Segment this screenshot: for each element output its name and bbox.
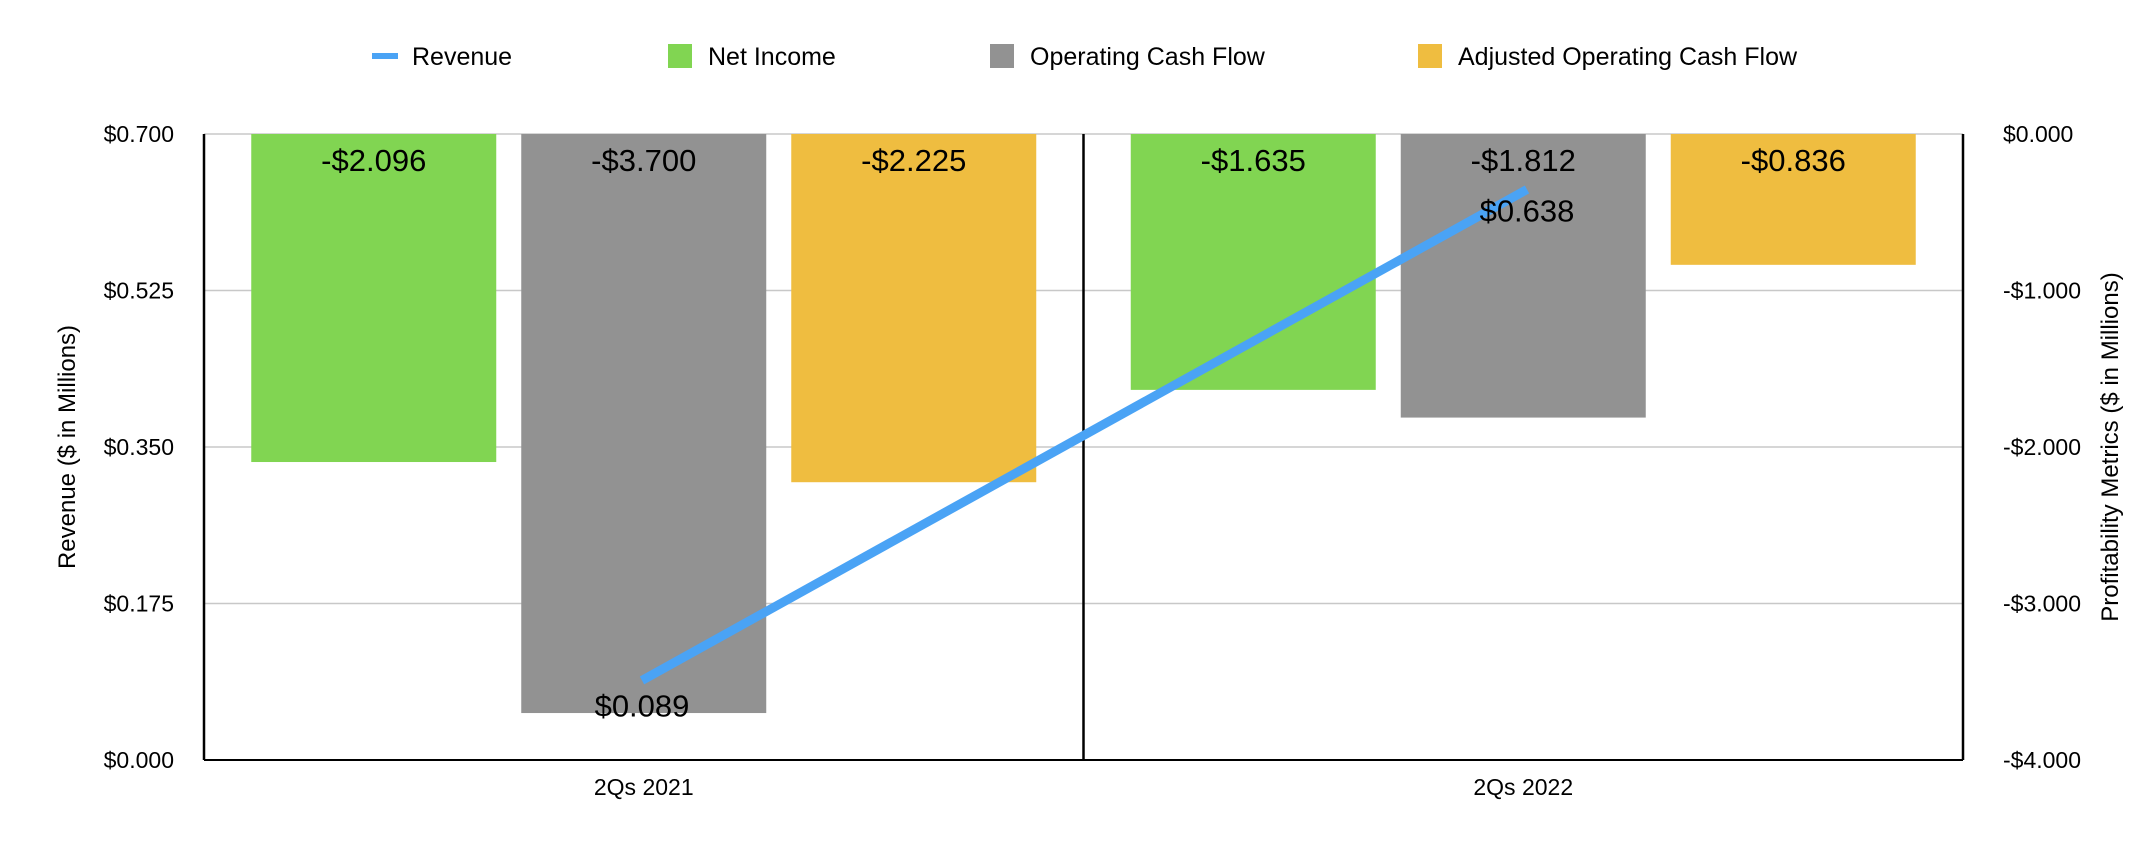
revenue-line-segment <box>639 185 1530 685</box>
bar-net-income <box>251 134 497 463</box>
x-tick-label: 2Qs 2022 <box>1473 774 1573 800</box>
bar-label-adjusted-operating-cash-flow: -$2.225 <box>861 143 966 178</box>
data-labels: -$2.096 -$3.700 -$2.225 -$1.635 -$1.812 -$0.8… <box>321 143 1846 723</box>
left-tick-label: $0.525 <box>104 278 174 304</box>
right-tick-label: -$1.000 <box>2003 278 2081 304</box>
revenue-line <box>639 185 1530 685</box>
tick-labels: $0.000 $0.175 $0.350 $0.525 $0.700 -$4.000 -$3… <box>104 121 2081 800</box>
left-tick-label: $0.350 <box>104 434 174 460</box>
legend-label-operating-cash-flow: Operating Cash Flow <box>1030 43 1266 71</box>
legend-label-net-income: Net Income <box>708 43 836 71</box>
revenue-label: $0.089 <box>595 688 690 723</box>
right-axis-title: Profitability Metrics ($ in Millions) <box>2097 272 2124 621</box>
x-tick-label: 2Qs 2021 <box>594 774 694 800</box>
bar-adjusted-operating-cash-flow <box>791 134 1037 483</box>
bar-operating-cash-flow <box>521 134 767 714</box>
legend-label-adjusted-operating-cash-flow: Adjusted Operating Cash Flow <box>1458 43 1798 71</box>
bar-label-net-income: -$1.635 <box>1201 143 1306 178</box>
left-tick-label: $0.000 <box>104 747 174 773</box>
bar-adjusted-operating-cash-flow <box>1670 134 1916 265</box>
bar-label-operating-cash-flow: -$1.812 <box>1471 143 1576 178</box>
right-tick-label: $0.000 <box>2003 121 2073 147</box>
right-tick-label: -$3.000 <box>2003 591 2081 617</box>
legend-swatch-adjusted-operating-cash-flow <box>1418 44 1442 68</box>
bar-net-income <box>1130 134 1376 390</box>
left-tick-label: $0.175 <box>104 591 174 617</box>
axes <box>202 134 1965 761</box>
bar-label-adjusted-operating-cash-flow: -$0.836 <box>1741 143 1846 178</box>
legend-swatch-revenue <box>372 53 398 59</box>
bar-label-net-income: -$2.096 <box>321 143 426 178</box>
bar-operating-cash-flow <box>1400 134 1646 418</box>
legend-swatch-net-income <box>668 44 692 68</box>
right-tick-label: -$2.000 <box>2003 434 2081 460</box>
left-axis-title: Revenue ($ in Millions) <box>54 325 81 569</box>
right-tick-label: -$4.000 <box>2003 747 2081 773</box>
legend: Revenue Net Income Operating Cash Flow Adju… <box>372 43 1798 71</box>
revenue-label: $0.638 <box>1480 193 1575 228</box>
legend-swatch-operating-cash-flow <box>990 44 1014 68</box>
left-tick-label: $0.700 <box>104 121 174 147</box>
legend-label-revenue: Revenue <box>412 43 512 71</box>
bars <box>251 134 1916 714</box>
bar-label-operating-cash-flow: -$3.700 <box>591 143 696 178</box>
